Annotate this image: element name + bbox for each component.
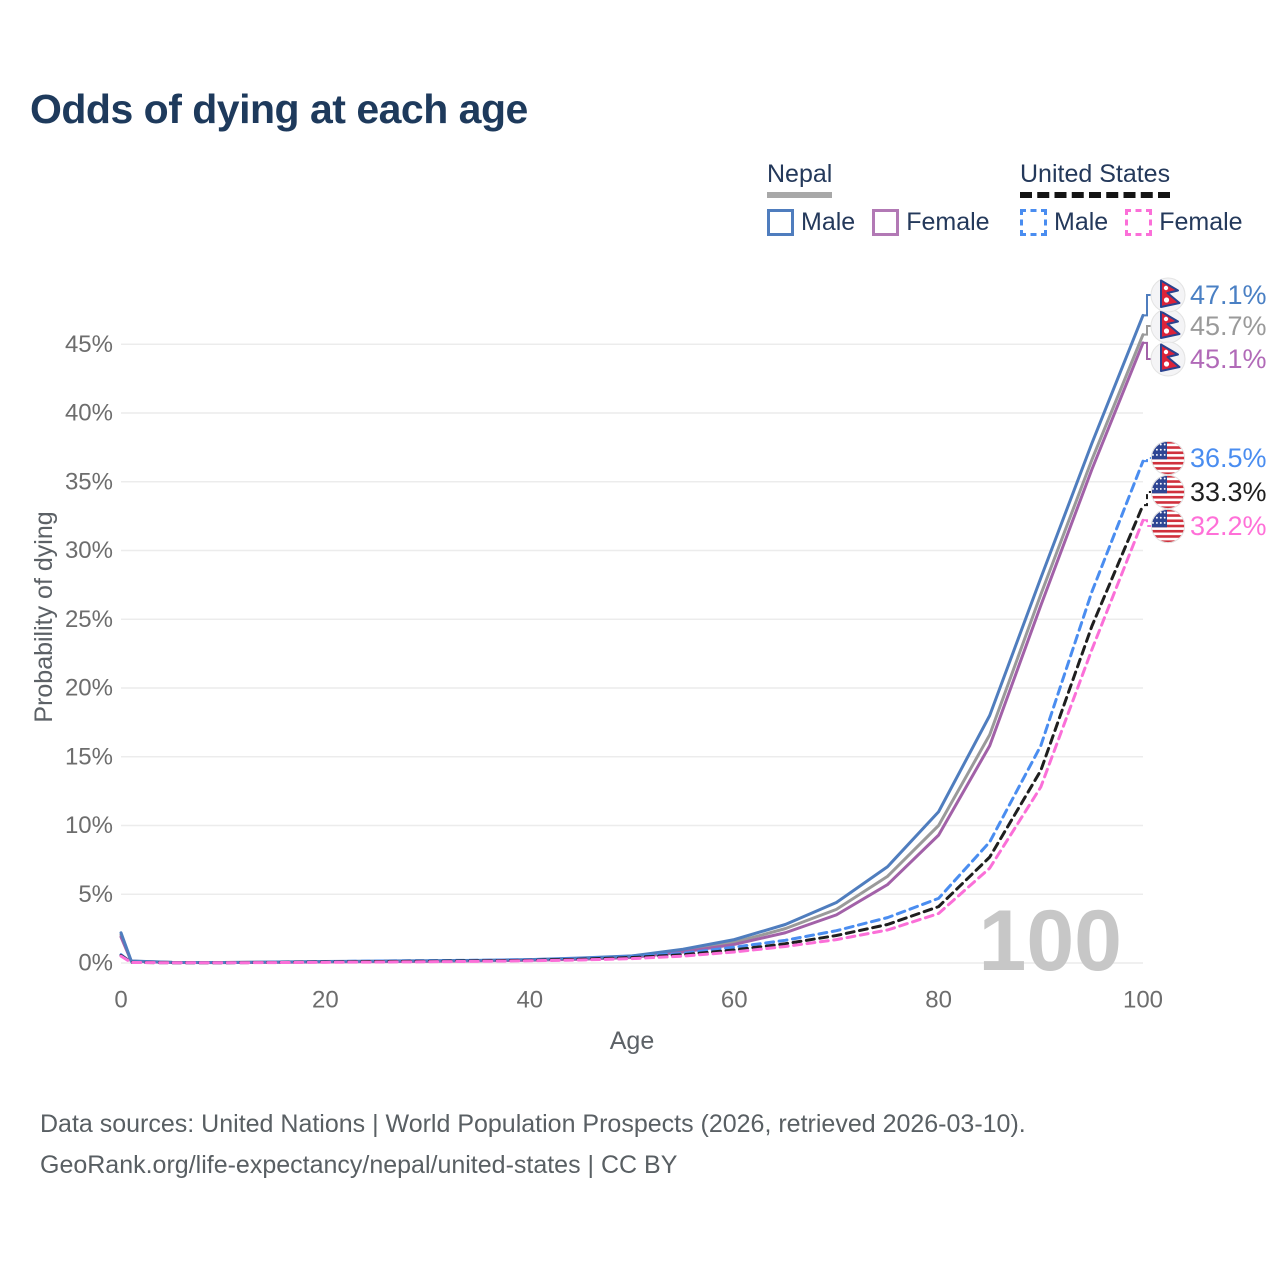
end-label-us-male: 36.5%	[1190, 443, 1267, 473]
legend-item-nepal-male[interactable]: Male	[767, 208, 855, 237]
label-connector-nepal-female	[1144, 341, 1151, 360]
x-tick-label: 80	[925, 987, 952, 1014]
end-label-nepal-male: 47.1%	[1190, 280, 1267, 310]
y-tick-label: 0%	[78, 950, 113, 977]
legend-group-title-nepal: Nepal	[767, 160, 833, 198]
x-tick-label: 40	[516, 987, 543, 1014]
flag-icon-nepal	[1150, 341, 1186, 377]
y-tick-label: 20%	[65, 675, 113, 702]
legend-label-us-male: Male	[1054, 208, 1109, 236]
legend-item-nepal-female[interactable]: Female	[872, 208, 990, 237]
legend-items-united-states: Male Female	[1020, 208, 1243, 237]
x-tick-label: 100	[1123, 987, 1163, 1014]
source-line-1: Data sources: United Nations | World Pop…	[40, 1110, 1026, 1138]
end-label-nepal-female: 45.1%	[1190, 344, 1267, 374]
x-tick-label: 20	[312, 987, 339, 1014]
legend-swatch-us-female	[1125, 209, 1153, 236]
legend-group-title-united-states: United States	[1020, 160, 1171, 198]
legend-label-us-female: Female	[1159, 208, 1243, 236]
y-tick-label: 40%	[65, 400, 113, 427]
legend-swatch-nepal-male	[767, 209, 794, 236]
label-connector-us-total	[1144, 491, 1151, 507]
flag-icon-us	[1150, 474, 1186, 510]
flag-icon-nepal	[1150, 277, 1186, 313]
x-tick-label: 0	[114, 987, 127, 1014]
series-line-us-female	[119, 518, 1145, 965]
end-label-us-female: 32.2%	[1190, 511, 1267, 541]
y-tick-label: 10%	[65, 812, 113, 839]
end-label-us-total: 33.3%	[1190, 477, 1267, 507]
label-connector-us-female	[1144, 519, 1151, 527]
legend-label-nepal-male: Male	[801, 208, 856, 236]
legend-swatch-nepal-female	[872, 209, 900, 236]
legend-label-nepal-female: Female	[906, 208, 990, 236]
y-tick-label: 45%	[65, 331, 113, 358]
y-tick-label: 30%	[65, 537, 113, 564]
label-connector-nepal-male	[1144, 294, 1151, 317]
data-source-note: Data sources: United Nations | World Pop…	[40, 1104, 1026, 1186]
x-tick-label: 60	[721, 987, 748, 1014]
legend-items-nepal: Male Female	[767, 208, 990, 237]
x-axis-title: Age	[610, 1027, 654, 1055]
y-tick-label: 25%	[65, 606, 113, 633]
legend-swatch-us-male	[1020, 209, 1047, 236]
age-watermark: 100	[979, 893, 1123, 989]
label-connector-nepal-total	[1144, 325, 1151, 336]
legend-group-united-states: United States Male Female	[1020, 160, 1243, 237]
flag-icon-nepal	[1150, 308, 1186, 344]
y-tick-label: 35%	[65, 468, 113, 495]
page-title: Odds of dying at each age	[30, 86, 528, 132]
flag-icon-us	[1150, 440, 1186, 476]
y-tick-label: 15%	[65, 743, 113, 770]
label-connector-us-male	[1144, 457, 1151, 463]
legend-item-us-male[interactable]: Male	[1020, 208, 1108, 237]
end-label-nepal-total: 45.7%	[1190, 311, 1267, 341]
legend-group-nepal: Nepal Male Female	[767, 160, 990, 237]
y-tick-label: 5%	[78, 881, 113, 908]
y-axis-title: Probability of dying	[30, 511, 58, 722]
legend-item-us-female[interactable]: Female	[1125, 208, 1243, 237]
flag-icon-us	[1150, 508, 1186, 544]
source-line-2: GeoRank.org/life-expectancy/nepal/united…	[40, 1151, 678, 1179]
